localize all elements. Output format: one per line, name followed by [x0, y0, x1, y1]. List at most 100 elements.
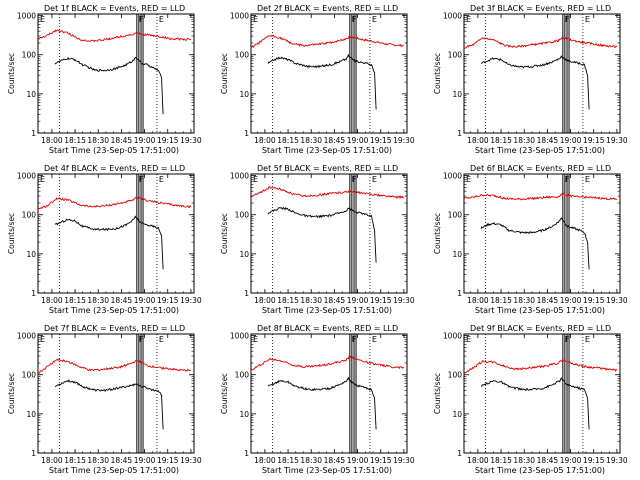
detector-panel: Det 8f BLACK = Events, RED = LLD 1 10 100 10…	[220, 324, 415, 475]
x-tick-label: 18:30	[513, 296, 535, 305]
y-tick-label: 100	[235, 51, 250, 60]
interval-marker-label: F	[565, 335, 570, 344]
interval-marker-label: E	[40, 335, 45, 344]
x-axis-label: Start Time (23-Sep-05 17:51:00)	[49, 146, 179, 155]
interval-marker-label: F	[139, 335, 144, 344]
y-tick-label: 1	[457, 129, 462, 138]
interval-marker-label: E	[585, 15, 590, 24]
x-tick-label: 19:15	[157, 296, 179, 305]
detector-panel: Det 6f BLACK = Events, RED = LLD 1 10 100 10…	[433, 164, 628, 315]
y-tick-label: 1000	[230, 332, 249, 341]
y-tick-label: 10	[452, 250, 462, 259]
y-axis-label: Counts/sec	[433, 213, 442, 254]
x-tick-label: 19:00	[134, 296, 156, 305]
event-rate-line	[267, 206, 377, 263]
interval-marker-label: F	[565, 15, 570, 24]
y-tick-label: 10	[26, 410, 36, 419]
x-tick-label: 18:30	[300, 456, 322, 465]
interval-marker-label: F	[565, 175, 570, 184]
event-rate-line	[54, 215, 164, 270]
x-axis-label: Start Time (23-Sep-05 17:51:00)	[475, 306, 605, 315]
x-tick-label: 19:30	[606, 296, 628, 305]
plot-frame	[37, 333, 195, 454]
interval-marker-label: E	[40, 15, 45, 24]
x-axis-label: Start Time (23-Sep-05 17:51:00)	[475, 466, 605, 475]
x-tick-label: 19:30	[393, 456, 415, 465]
x-tick-label: 18:00	[254, 136, 276, 145]
detector-panel: Det 5f BLACK = Events, RED = LLD 1 10 100 10…	[220, 164, 415, 315]
x-tick-label: 19:00	[134, 136, 156, 145]
event-rate-line	[267, 376, 377, 430]
interval-marker-label: E	[372, 15, 377, 24]
interval-marker-label: E	[40, 175, 45, 184]
y-tick-label: 10	[452, 90, 462, 99]
interval-marker-label: F	[352, 175, 357, 184]
y-axis-label: Counts/sec	[433, 373, 442, 414]
x-tick-label: 18:15	[277, 296, 299, 305]
y-tick-label: 1	[244, 129, 249, 138]
panel-title: Det 4f BLACK = Events, RED = LLD	[44, 164, 185, 173]
y-tick-label: 10	[239, 250, 249, 259]
y-tick-label: 100	[235, 211, 250, 220]
y-tick-label: 10	[239, 410, 249, 419]
x-tick-label: 18:00	[41, 296, 63, 305]
y-tick-label: 1000	[17, 332, 36, 341]
y-tick-label: 1000	[443, 332, 462, 341]
y-tick-label: 1	[31, 129, 36, 138]
x-tick-label: 18:45	[111, 136, 133, 145]
x-tick-label: 18:30	[300, 136, 322, 145]
y-tick-label: 1	[457, 289, 462, 298]
x-tick-label: 19:15	[370, 456, 392, 465]
x-tick-label: 18:45	[324, 136, 346, 145]
y-tick-label: 1000	[443, 12, 462, 21]
y-tick-label: 10	[26, 90, 36, 99]
event-rate-line	[54, 56, 164, 115]
x-tick-label: 18:15	[64, 456, 86, 465]
x-axis-label: Start Time (23-Sep-05 17:51:00)	[475, 146, 605, 155]
panel-title: Det 5f BLACK = Events, RED = LLD	[257, 164, 398, 173]
y-tick-label: 10	[239, 90, 249, 99]
detector-panel: Det 9f BLACK = Events, RED = LLD 1 10 100 10…	[433, 324, 628, 475]
y-tick-label: 1	[244, 449, 249, 458]
detector-panel: Det 7f BLACK = Events, RED = LLD 1 10 100 10…	[7, 324, 202, 475]
x-tick-label: 18:00	[467, 136, 489, 145]
interval-marker-label: E	[159, 175, 164, 184]
y-axis-label: Counts/sec	[220, 213, 229, 254]
y-tick-label: 10	[26, 250, 36, 259]
interval-marker-label: E	[585, 335, 590, 344]
interval-marker-label: E	[466, 175, 471, 184]
x-tick-label: 18:45	[537, 136, 559, 145]
panel-title: Det 3f BLACK = Events, RED = LLD	[470, 4, 611, 13]
x-axis-label: Start Time (23-Sep-05 17:51:00)	[262, 306, 392, 315]
interval-marker-label: F	[139, 175, 144, 184]
y-tick-label: 1000	[230, 172, 249, 181]
panel-title: Det 1f BLACK = Events, RED = LLD	[44, 4, 185, 13]
plot-frame	[250, 173, 408, 294]
x-tick-label: 19:15	[157, 136, 179, 145]
y-tick-label: 100	[448, 51, 463, 60]
x-axis-label: Start Time (23-Sep-05 17:51:00)	[49, 306, 179, 315]
plot-frame	[37, 173, 195, 294]
x-tick-label: 19:30	[606, 456, 628, 465]
x-tick-label: 19:15	[583, 136, 605, 145]
event-rate-line	[480, 217, 590, 270]
x-tick-label: 18:00	[41, 456, 63, 465]
x-tick-label: 18:00	[254, 296, 276, 305]
lld-rate-line	[463, 192, 618, 201]
interval-marker-label: E	[159, 15, 164, 24]
x-tick-label: 18:15	[64, 296, 86, 305]
plot-frame	[463, 13, 621, 134]
x-tick-label: 19:15	[370, 136, 392, 145]
x-tick-label: 19:00	[560, 136, 582, 145]
x-tick-label: 19:15	[157, 456, 179, 465]
x-tick-label: 18:30	[513, 456, 535, 465]
lld-rate-line	[463, 358, 618, 375]
y-axis-label: Counts/sec	[7, 373, 16, 414]
y-axis-label: Counts/sec	[220, 373, 229, 414]
interval-marker-label: E	[253, 15, 258, 24]
y-tick-label: 100	[22, 211, 37, 220]
x-tick-label: 18:30	[87, 296, 109, 305]
x-tick-label: 19:30	[180, 136, 202, 145]
y-tick-label: 1	[457, 449, 462, 458]
x-tick-label: 18:00	[41, 136, 63, 145]
